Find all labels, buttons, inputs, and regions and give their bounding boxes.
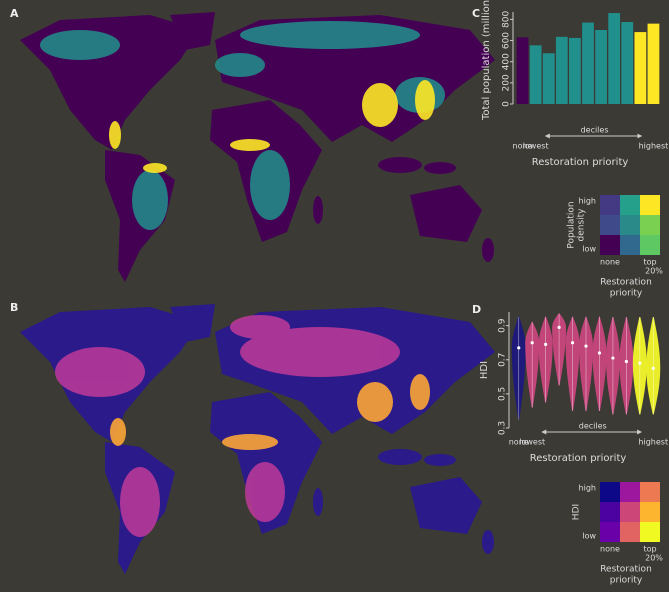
x-tick-label: none bbox=[513, 142, 533, 151]
bar bbox=[608, 13, 621, 104]
legend-cell bbox=[600, 235, 620, 255]
y-tick-label: 200 bbox=[502, 74, 512, 91]
bar bbox=[555, 36, 568, 105]
legend-cell bbox=[620, 235, 640, 255]
legend-col-label: top bbox=[643, 545, 656, 554]
legend-row-label: low bbox=[582, 245, 596, 254]
legend-cell bbox=[640, 195, 660, 215]
legend-row-label: high bbox=[579, 484, 596, 493]
panel-label: C bbox=[472, 7, 480, 20]
bar bbox=[647, 23, 660, 104]
legend-cell bbox=[640, 235, 660, 255]
bar bbox=[595, 29, 607, 104]
x-tick-label: lowest bbox=[523, 142, 549, 151]
y-tick-label: 800 bbox=[502, 11, 512, 28]
y-tick-label: 0.7 bbox=[498, 353, 508, 367]
legend-cell bbox=[620, 522, 640, 542]
median-dot bbox=[530, 341, 534, 345]
bar bbox=[621, 22, 634, 105]
map-a bbox=[20, 12, 495, 282]
y-tick-label: 600 bbox=[502, 32, 512, 49]
legend-col-label: none bbox=[600, 545, 620, 554]
bar bbox=[516, 37, 529, 104]
legend-row-label: high bbox=[579, 197, 596, 206]
x-tick-label: none bbox=[509, 438, 529, 447]
y-axis-title: Total population (million) bbox=[481, 0, 492, 121]
y-tick-label: 0 bbox=[502, 101, 512, 107]
y-tick-label: 0.9 bbox=[498, 318, 508, 333]
legend-cell bbox=[600, 195, 620, 215]
y-tick-label: 400 bbox=[502, 53, 512, 70]
x-tick-label: highest bbox=[638, 438, 668, 447]
legend-x-title: Restoration bbox=[600, 565, 652, 575]
legend-cell bbox=[620, 195, 640, 215]
median-dot bbox=[517, 346, 521, 350]
panel-label: B bbox=[10, 301, 18, 314]
bar bbox=[542, 53, 555, 104]
legend-x-title: priority bbox=[610, 576, 643, 586]
legend-y-title: Population bbox=[567, 201, 577, 248]
median-dot bbox=[611, 356, 615, 360]
median-dot bbox=[597, 351, 602, 355]
legend-col-label: top bbox=[643, 258, 656, 267]
median-dot bbox=[584, 344, 588, 348]
median-dot bbox=[624, 359, 628, 364]
x-axis-title: Restoration priority bbox=[532, 157, 629, 168]
x-tick-label: highest bbox=[639, 142, 669, 151]
bar bbox=[569, 37, 581, 104]
legend-y-title: density bbox=[577, 208, 587, 242]
x-axis-title: Restoration priority bbox=[530, 453, 627, 464]
legend-cell bbox=[600, 522, 620, 542]
legend-y-title: HDI bbox=[572, 504, 582, 520]
legend-cell bbox=[640, 502, 660, 522]
legend-cell bbox=[620, 502, 640, 522]
legend-cell bbox=[640, 522, 660, 542]
median-dot bbox=[638, 361, 642, 365]
panel-label: A bbox=[10, 7, 19, 20]
bar bbox=[582, 22, 594, 104]
annotation: deciles bbox=[579, 422, 607, 431]
legend-cell bbox=[640, 215, 660, 235]
median-dot bbox=[557, 325, 561, 329]
y-tick-label: 0.3 bbox=[498, 421, 508, 435]
legend-cell bbox=[600, 215, 620, 235]
legend-row-label: low bbox=[582, 532, 596, 541]
bar bbox=[634, 32, 647, 105]
panel-label: D bbox=[472, 303, 481, 316]
x-tick-label: lowest bbox=[519, 438, 545, 447]
legend-col-label: 20% bbox=[645, 267, 663, 276]
legend-col-label: 20% bbox=[645, 554, 663, 563]
legend-cell bbox=[620, 482, 640, 502]
legend-cell bbox=[620, 215, 640, 235]
y-axis-title: HDI bbox=[479, 361, 490, 379]
annotation: deciles bbox=[581, 126, 609, 135]
median-dot bbox=[651, 366, 655, 370]
legend-cell bbox=[600, 502, 620, 522]
legend-x-title: priority bbox=[610, 289, 643, 299]
legend-x-title: Restoration bbox=[600, 278, 652, 288]
legend-cell bbox=[600, 482, 620, 502]
y-tick-label: 0.5 bbox=[498, 387, 508, 401]
median-dot bbox=[544, 342, 548, 347]
legend-col-label: none bbox=[600, 258, 620, 267]
bar bbox=[529, 45, 542, 104]
median-dot bbox=[570, 341, 575, 345]
legend-cell bbox=[640, 482, 660, 502]
map-b bbox=[20, 304, 495, 574]
